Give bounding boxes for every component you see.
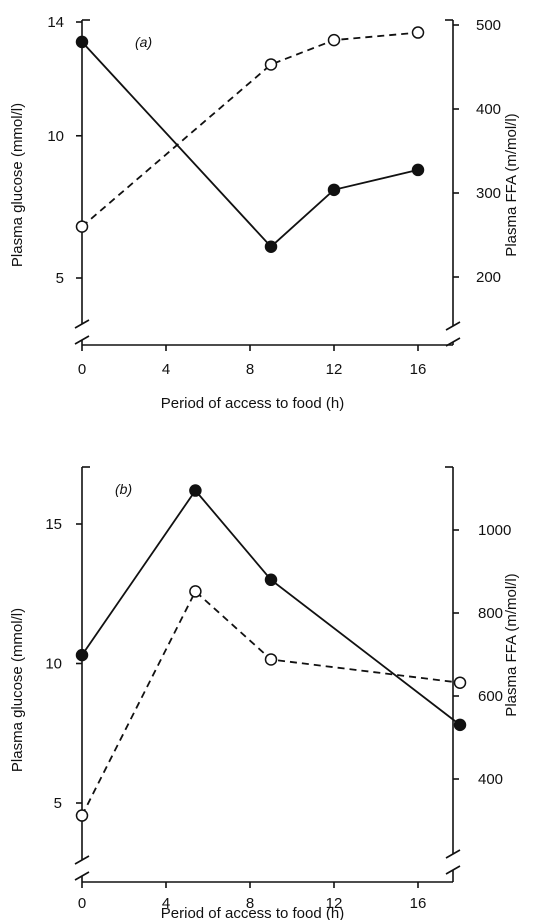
ffa-data-point	[190, 586, 201, 597]
left-y-tick-label: 5	[56, 270, 64, 287]
x-tick-label: 0	[78, 361, 86, 378]
x-tick-label: 0	[78, 895, 86, 912]
right-y-axis-label: Plasma FFA (m/mol/l)	[503, 573, 520, 716]
x-tick-label: 16	[410, 895, 427, 912]
left-y-tick-label: 15	[45, 516, 62, 533]
left-y-tick-label: 10	[47, 128, 64, 145]
right-y-tick-label: 1000	[478, 522, 511, 539]
ffa-data-point	[266, 59, 277, 70]
glucose-data-point	[190, 485, 201, 496]
right-y-tick-label: 800	[478, 605, 503, 622]
ffa-data-point	[455, 677, 466, 688]
ffa-data-point	[77, 221, 88, 232]
glucose-data-point	[413, 164, 424, 175]
ffa-data-point	[77, 810, 88, 821]
glucose-series-line	[82, 42, 418, 247]
x-tick-label: 12	[326, 361, 343, 378]
ffa-series-line	[82, 33, 418, 227]
right-y-tick-label: 200	[476, 269, 501, 286]
glucose-data-point	[266, 241, 277, 252]
ffa-data-point	[266, 654, 277, 665]
left-y-tick-label: 5	[54, 795, 62, 812]
glucose-data-point	[266, 574, 277, 585]
right-y-tick-label: 600	[478, 688, 503, 705]
right-y-tick-label: 400	[478, 771, 503, 788]
x-tick-label: 8	[246, 361, 254, 378]
right-y-tick-label: 300	[476, 185, 501, 202]
left-y-tick-label: 14	[47, 14, 64, 31]
ffa-series-line	[82, 591, 460, 815]
left-y-axis-label: Plasma glucose (mmol/l)	[9, 608, 26, 772]
left-y-tick-label: 10	[45, 656, 62, 673]
glucose-data-point	[77, 36, 88, 47]
panel-label: (a)	[135, 34, 152, 50]
ffa-data-point	[329, 35, 340, 46]
right-y-tick-label: 400	[476, 101, 501, 118]
glucose-series-line	[82, 491, 460, 725]
chart-panel-a: 0 4 8 12 16 14 10 5 500 400 300 200 Period of access…	[9, 14, 520, 412]
glucose-data-point	[77, 650, 88, 661]
x-axis-label: Period of access to food (h)	[161, 905, 344, 920]
left-y-axis-label: Plasma glucose (mmol/l)	[9, 103, 26, 267]
right-y-tick-label: 500	[476, 17, 501, 34]
glucose-data-point	[329, 184, 340, 195]
x-axis-label: Period of access to food (h)	[161, 395, 344, 412]
ffa-data-point	[413, 27, 424, 38]
glucose-data-point	[455, 719, 466, 730]
right-y-axis-label: Plasma FFA (m/mol/l)	[503, 113, 520, 256]
panel-label: (b)	[115, 481, 132, 497]
x-tick-label: 16	[410, 361, 427, 378]
x-tick-label: 4	[162, 361, 170, 378]
